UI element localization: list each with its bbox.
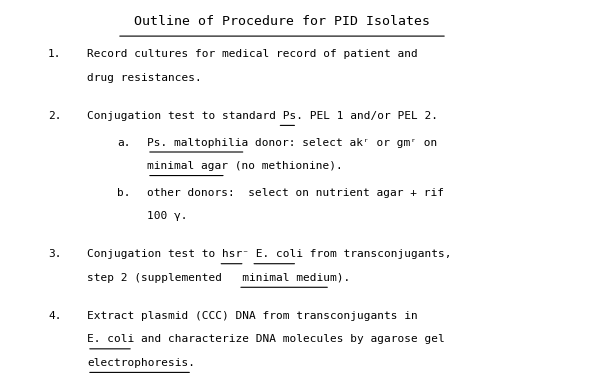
Text: 2.: 2. — [48, 111, 62, 121]
Text: b.: b. — [117, 188, 131, 198]
Text: a.: a. — [117, 138, 131, 147]
Text: other donors:  select on nutrient agar + rif: other donors: select on nutrient agar + … — [147, 188, 444, 198]
Text: E. coli and characterize DNA molecules by agarose gel: E. coli and characterize DNA molecules b… — [87, 334, 445, 344]
Text: Conjugation test to standard Ps. PEL 1 and/or PEL 2.: Conjugation test to standard Ps. PEL 1 a… — [87, 111, 438, 121]
Text: Record cultures for medical record of patient and: Record cultures for medical record of pa… — [87, 49, 418, 59]
Text: Ps. maltophilia donor: select akʳ or gmʳ on: Ps. maltophilia donor: select akʳ or gmʳ… — [147, 138, 437, 147]
Text: step 2 (supplemented   minimal medium).: step 2 (supplemented minimal medium). — [87, 273, 350, 283]
Text: 3.: 3. — [48, 249, 62, 259]
Text: Extract plasmid (CCC) DNA from transconjugants in: Extract plasmid (CCC) DNA from transconj… — [87, 311, 418, 321]
Text: Conjugation test to hsr⁻ E. coli from transconjugants,: Conjugation test to hsr⁻ E. coli from tr… — [87, 249, 452, 259]
Text: electrophoresis.: electrophoresis. — [87, 358, 195, 368]
Text: 4.: 4. — [48, 311, 62, 321]
Text: Outline of Procedure for PID Isolates: Outline of Procedure for PID Isolates — [134, 15, 430, 28]
Text: 1.: 1. — [48, 49, 62, 59]
Text: minimal agar (no methionine).: minimal agar (no methionine). — [147, 161, 343, 171]
Text: drug resistances.: drug resistances. — [87, 73, 202, 83]
Text: 100 γ.: 100 γ. — [147, 211, 187, 221]
